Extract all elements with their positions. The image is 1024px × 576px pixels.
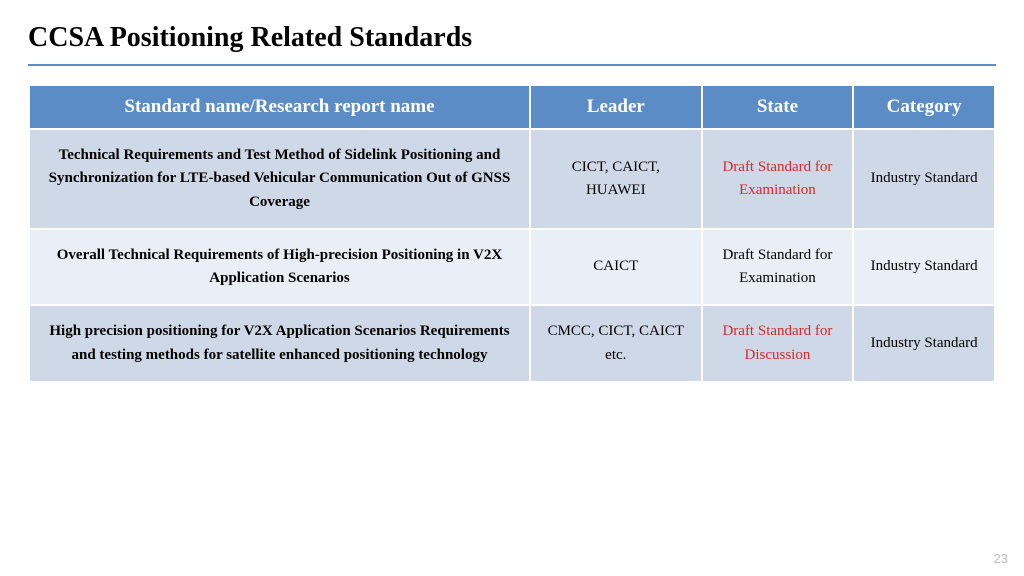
cell-name: Technical Requirements and Test Method o… <box>30 130 529 228</box>
table-row: Overall Technical Requirements of High-p… <box>30 230 994 305</box>
table-row: Technical Requirements and Test Method o… <box>30 130 994 228</box>
slide: CCSA Positioning Related Standards Stand… <box>0 0 1024 383</box>
cell-category: Industry Standard <box>854 230 994 305</box>
col-header-leader: Leader <box>531 86 701 128</box>
cell-state: Draft Standard for Discussion <box>703 306 853 381</box>
col-header-state: State <box>703 86 853 128</box>
cell-state: Draft Standard for Examination <box>703 230 853 305</box>
standards-table: Standard name/Research report name Leade… <box>28 84 996 383</box>
page-title: CCSA Positioning Related Standards <box>28 22 996 54</box>
table-header-row: Standard name/Research report name Leade… <box>30 86 994 128</box>
col-header-category: Category <box>854 86 994 128</box>
cell-state: Draft Standard for Examination <box>703 130 853 228</box>
cell-category: Industry Standard <box>854 130 994 228</box>
table-row: High precision positioning for V2X Appli… <box>30 306 994 381</box>
cell-leader: CAICT <box>531 230 701 305</box>
cell-name: Overall Technical Requirements of High-p… <box>30 230 529 305</box>
title-rule <box>28 64 996 66</box>
col-header-name: Standard name/Research report name <box>30 86 529 128</box>
page-number: 23 <box>994 551 1008 566</box>
cell-category: Industry Standard <box>854 306 994 381</box>
cell-name: High precision positioning for V2X Appli… <box>30 306 529 381</box>
cell-leader: CMCC, CICT, CAICT etc. <box>531 306 701 381</box>
cell-leader: CICT, CAICT, HUAWEI <box>531 130 701 228</box>
